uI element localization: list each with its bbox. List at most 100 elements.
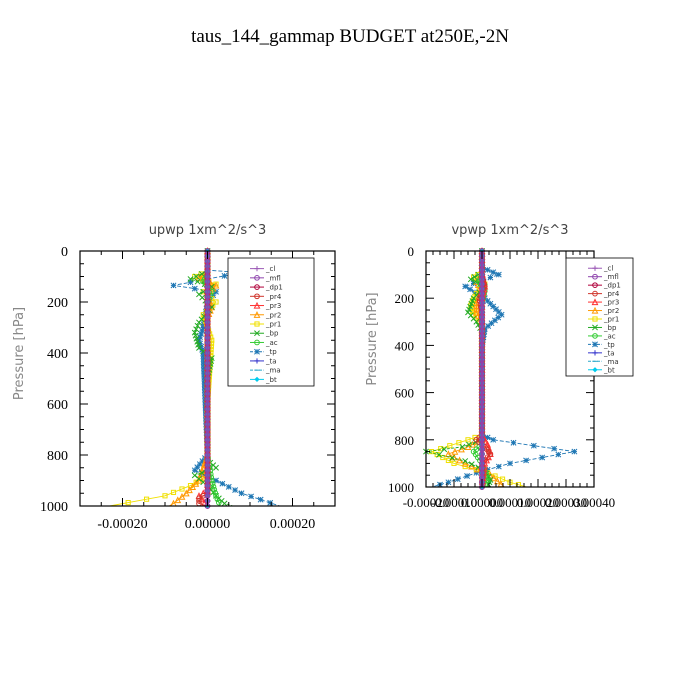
legend-item-bt: _bt [588, 366, 615, 374]
y-axis-label: Pressure [hPa] [12, 307, 27, 400]
data-point [194, 464, 201, 471]
legend-item-mfl: _mfl [588, 273, 619, 281]
data-point [530, 442, 537, 449]
data-point [484, 434, 491, 441]
legend-marker [254, 293, 260, 300]
legend-item-tp: _tp [250, 348, 277, 356]
series-mfl [204, 248, 211, 509]
data-point [449, 454, 456, 461]
data-point [170, 489, 177, 495]
data-point [490, 303, 497, 310]
data-point [484, 266, 491, 273]
data-point [493, 306, 499, 313]
x-tick-label: -0.00020 [97, 517, 147, 532]
legend-label: _ma [265, 367, 281, 375]
legend-label: _dp1 [603, 282, 621, 290]
data-point [472, 305, 480, 313]
data-point [225, 483, 232, 490]
x-tick-label: 0.00020 [270, 517, 316, 532]
data-point [178, 492, 186, 500]
data-point [191, 472, 198, 479]
x-tick-label: 0.00000 [461, 495, 503, 510]
y-tick-label: 200 [395, 291, 415, 306]
legend-box [227, 257, 315, 387]
data-point [487, 451, 494, 457]
data-point [162, 493, 168, 499]
data-point [438, 446, 444, 452]
y-tick-label: 0 [61, 245, 68, 260]
legend-item-bp: _bp [588, 324, 617, 332]
legend-item-ac: _ac [588, 332, 616, 340]
data-point [219, 480, 226, 487]
data-point [182, 489, 190, 497]
data-point [507, 460, 513, 467]
legend-marker [254, 339, 260, 346]
data-point [189, 483, 197, 490]
data-point [473, 469, 480, 476]
data-point [193, 326, 200, 333]
legend-item-dp1: _dp1 [588, 282, 621, 290]
data-point [482, 437, 490, 445]
data-point [200, 359, 207, 366]
data-point [499, 476, 506, 482]
data-point [211, 486, 218, 493]
data-point [491, 317, 498, 324]
legend-marker [254, 358, 260, 364]
x-tick-label: 0.00020 [517, 495, 559, 510]
data-point [197, 334, 204, 341]
data-point [215, 499, 222, 506]
data-point [200, 321, 207, 328]
data-point [170, 282, 177, 289]
data-point [551, 445, 558, 452]
legend-marker [254, 275, 260, 281]
data-point [454, 476, 461, 483]
legend-box [565, 257, 634, 377]
legend-label: _pr4 [265, 293, 282, 301]
data-point [436, 451, 443, 458]
legend-item-ta: _ta [588, 349, 615, 357]
x-tick-label: 0.00040 [573, 495, 615, 510]
data-point [488, 320, 495, 327]
legend-item-tp: _tp [588, 341, 615, 349]
data-point [462, 283, 469, 290]
legend-marker [592, 265, 598, 271]
data-point [198, 330, 205, 337]
y-tick-label: 1000 [40, 500, 68, 515]
legend-item-bt: _bt [250, 376, 277, 384]
y-tick-label: 800 [395, 433, 415, 448]
legend-item-ma: _ma [588, 358, 619, 366]
legend-label: _pr2 [265, 311, 281, 319]
legend-item-pr4: _pr4 [250, 293, 282, 301]
legend-marker [592, 333, 598, 339]
x-tick-label: 0.00030 [545, 495, 587, 510]
data-point [194, 322, 201, 329]
data-point [472, 289, 478, 296]
data-point [196, 475, 202, 482]
legend-marker [254, 321, 260, 327]
data-point [467, 276, 474, 283]
data-point [187, 279, 194, 286]
legend-item-pr2: _pr2 [588, 306, 619, 315]
data-point [487, 300, 494, 307]
data-point [510, 439, 517, 446]
legend-label: _bt [603, 366, 615, 374]
data-point [451, 460, 457, 466]
chart-title: upwp 1xm^2/s^3 [149, 223, 267, 238]
data-point [192, 479, 200, 487]
legend-marker [254, 348, 260, 355]
legend-label: _cl [603, 265, 613, 273]
data-point [199, 458, 206, 465]
legend: _cl_mfl_dp1_pr4_pr3_pr2_pr1_bp_ac_tp_ta_… [227, 257, 315, 387]
data-point [487, 274, 494, 281]
legend-marker [591, 306, 599, 314]
data-point [201, 377, 208, 384]
legend-marker [592, 350, 598, 356]
legend-label: _mfl [265, 274, 281, 282]
data-point [213, 288, 219, 295]
legend-label: _mfl [603, 273, 619, 281]
legend: _cl_mfl_dp1_pr4_pr3_pr2_pr1_bp_ac_tp_ta_… [565, 257, 634, 377]
data-point [199, 327, 206, 334]
data-point [441, 446, 448, 453]
data-point [214, 496, 221, 503]
legend-item-ta: _ta [250, 357, 277, 365]
